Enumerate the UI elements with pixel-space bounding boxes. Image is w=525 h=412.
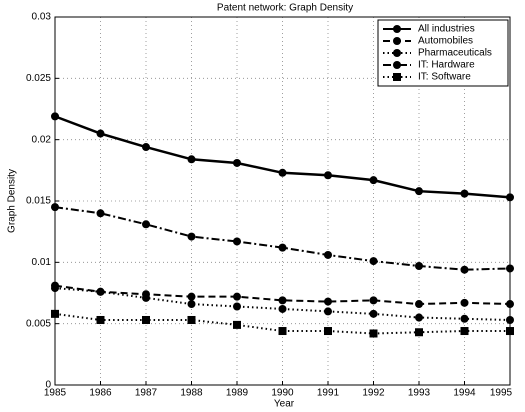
marker xyxy=(51,203,59,212)
marker xyxy=(369,296,378,305)
y-axis-label: Graph Density xyxy=(7,169,18,233)
marker xyxy=(51,284,59,293)
x-tick-label: 1992 xyxy=(362,388,385,399)
marker xyxy=(187,292,196,301)
marker xyxy=(324,307,332,316)
marker xyxy=(415,262,423,271)
marker xyxy=(187,315,196,324)
marker xyxy=(278,327,287,336)
marker xyxy=(96,209,105,218)
x-tick-label: 1991 xyxy=(317,388,340,399)
marker xyxy=(369,329,378,338)
legend-marker xyxy=(393,73,401,81)
y-tick-label: 0.005 xyxy=(26,318,51,329)
series-line xyxy=(54,284,511,306)
marker xyxy=(460,189,469,198)
marker xyxy=(324,297,332,306)
x-tick-label: 1995 xyxy=(490,388,513,399)
marker xyxy=(369,309,378,318)
marker xyxy=(415,328,423,337)
chart-title: Patent network: Graph Density xyxy=(217,3,353,14)
legend-label: IT: Software xyxy=(418,72,471,83)
marker xyxy=(415,300,423,309)
marker xyxy=(415,313,423,322)
marker xyxy=(460,314,469,323)
x-tick-label: 1987 xyxy=(135,388,158,399)
marker xyxy=(324,250,332,259)
legend-marker xyxy=(393,37,401,45)
marker xyxy=(142,293,150,302)
y-tick-label: 0.025 xyxy=(26,73,51,84)
legend-label: Pharmaceuticals xyxy=(418,48,492,59)
y-tick-label: 0.01 xyxy=(32,257,52,268)
x-axis-label: Year xyxy=(274,399,295,410)
marker xyxy=(142,143,150,152)
legend-marker xyxy=(393,25,401,33)
y-tick-label: 0.03 xyxy=(32,12,52,23)
marker xyxy=(506,327,514,336)
marker xyxy=(278,168,287,177)
marker xyxy=(96,287,105,296)
marker xyxy=(415,187,423,196)
marker xyxy=(142,315,150,324)
marker xyxy=(278,296,287,305)
marker xyxy=(506,193,514,202)
marker xyxy=(506,315,514,324)
legend: All industriesAutomobilesPharmaceuticals… xyxy=(377,19,509,87)
y-tick-label: 0.015 xyxy=(26,196,51,207)
x-tick-label: 1993 xyxy=(408,388,431,399)
marker xyxy=(233,292,241,301)
marker xyxy=(51,112,59,121)
marker xyxy=(233,237,241,246)
marker xyxy=(278,243,287,252)
marker xyxy=(324,171,332,180)
y-tick-label: 0 xyxy=(45,380,51,391)
marker xyxy=(233,302,241,311)
marker xyxy=(506,300,514,309)
marker xyxy=(278,304,287,313)
series-line xyxy=(54,206,511,271)
marker xyxy=(369,257,378,266)
x-tick-label: 1985 xyxy=(44,388,67,399)
x-tick-label: 1989 xyxy=(226,388,249,399)
marker xyxy=(96,129,105,138)
legend-label: Automobiles xyxy=(418,36,473,47)
marker xyxy=(187,155,196,164)
legend-marker xyxy=(393,61,401,69)
legend-label: IT: Hardware xyxy=(418,60,475,71)
x-tick-label: 1986 xyxy=(89,388,112,399)
marker xyxy=(233,320,241,329)
marker xyxy=(96,315,105,324)
x-tick-label: 1994 xyxy=(453,388,476,399)
marker xyxy=(460,298,469,307)
marker xyxy=(187,300,196,309)
x-tick-label: 1988 xyxy=(180,388,203,399)
marker xyxy=(142,220,150,229)
marker xyxy=(187,232,196,241)
x-tick-label: 1990 xyxy=(271,388,294,399)
marker xyxy=(233,158,241,167)
y-tick-label: 0.02 xyxy=(32,134,52,145)
marker xyxy=(460,265,469,274)
marker xyxy=(506,264,514,273)
marker xyxy=(369,176,378,185)
marker xyxy=(51,309,59,318)
legend-label: All industries xyxy=(418,24,475,35)
marker xyxy=(460,327,469,336)
legend-marker xyxy=(393,49,401,57)
marker xyxy=(324,327,332,336)
